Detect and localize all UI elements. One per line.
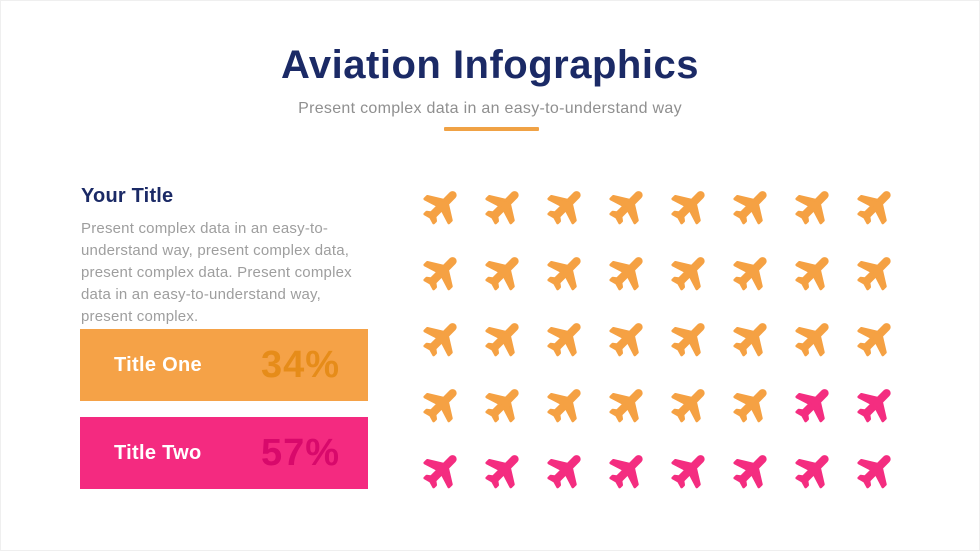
airplane-icon [845, 305, 907, 371]
airplane-icon [659, 173, 721, 239]
page-title: Aviation Infographics [281, 43, 699, 87]
stat-one-value: 34% [260, 343, 340, 386]
airplane-icon [411, 173, 473, 239]
section-title: Your Title [81, 185, 174, 207]
airplane-icon [597, 305, 659, 371]
airplane-icon [597, 371, 659, 437]
airplane-icon [411, 305, 473, 371]
airplane-icon [535, 305, 597, 371]
section-body-text: Present complex data in an easy-to-under… [81, 220, 352, 325]
airplane-icon [535, 239, 597, 305]
airplane-icon [535, 173, 597, 239]
airplane-icon [411, 371, 473, 437]
airplane-icon [597, 239, 659, 305]
airplane-icon [473, 305, 535, 371]
airplane-icon [473, 173, 535, 239]
airplane-icon [411, 437, 473, 503]
airplane-icon [845, 239, 907, 305]
airplane-icon [659, 371, 721, 437]
stat-two-value: 57% [260, 431, 340, 474]
airplane-icon [783, 437, 845, 503]
airplane-icon [721, 173, 783, 239]
airplane-icon [845, 371, 907, 437]
airplane-icon [845, 173, 907, 239]
airplane-icon [535, 371, 597, 437]
page-subtitle: Present complex data in an easy-to-under… [298, 100, 682, 117]
airplane-icon [783, 173, 845, 239]
airplane-icon [597, 173, 659, 239]
stat-one-label: Title One [114, 353, 202, 376]
airplane-icon [721, 437, 783, 503]
airplane-icon [473, 437, 535, 503]
airplane-icon [597, 437, 659, 503]
airplane-icon [659, 239, 721, 305]
airplane-icon [659, 437, 721, 503]
airplane-pictograph-grid [411, 173, 907, 503]
airplane-icon [535, 437, 597, 503]
stat-bar-title-one: Title One 34% [80, 329, 368, 401]
airplane-icon [659, 305, 721, 371]
left-panel: Your Title Present complex data in an ea… [80, 185, 369, 489]
accent-underline [444, 127, 539, 131]
airplane-icon [783, 371, 845, 437]
airplane-icon [783, 305, 845, 371]
airplane-icon [845, 437, 907, 503]
airplane-icon [721, 371, 783, 437]
stat-two-label: Title Two [114, 441, 202, 464]
airplane-icon [473, 239, 535, 305]
airplane-icon [721, 239, 783, 305]
airplane-icon [411, 239, 473, 305]
airplane-icon [473, 371, 535, 437]
stat-bar-title-two: Title Two 57% [80, 417, 368, 489]
airplane-icon [721, 305, 783, 371]
airplane-icon [783, 239, 845, 305]
